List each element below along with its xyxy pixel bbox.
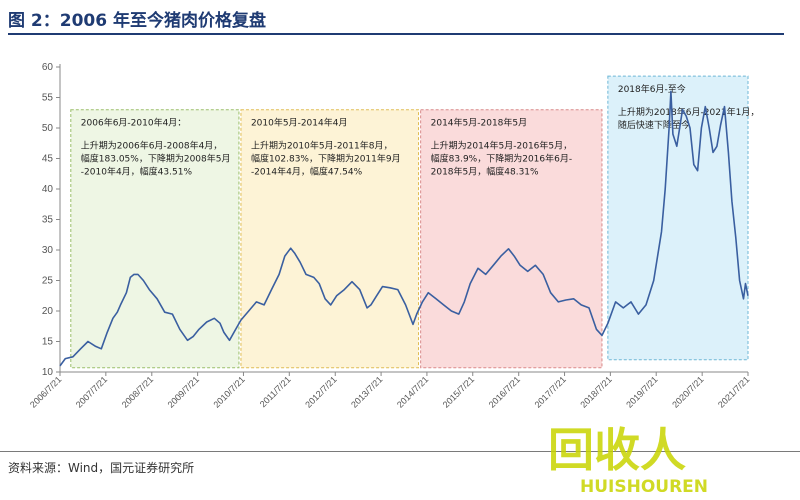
- annotation-box-4: [607, 75, 749, 361]
- price-series-line: [59, 90, 749, 367]
- x-tick-label: 2017/7/21: [533, 374, 568, 409]
- x-tick-label: 2006/7/21: [28, 374, 63, 409]
- annotation-1-line-4: 幅度183.05%，下降期为2008年5月: [81, 153, 231, 165]
- y-tick-label: 15: [42, 337, 54, 348]
- x-tick-label: 2012/7/21: [303, 374, 338, 409]
- annotation-3-line-1: 2014年5月-2018年5月: [431, 117, 528, 129]
- annotation-box-3: [420, 109, 603, 369]
- pork-price-line-chart: 2006年6月-2010年4月： 上升期为2006年6月-2008年4月，幅度18…: [28, 62, 760, 410]
- y-tick-label: 60: [42, 62, 54, 73]
- y-tick-label: 20: [42, 306, 54, 317]
- annotation-2-line-5: -2014年4月，幅度47.54%: [251, 166, 363, 178]
- x-tick-label: 2013/7/21: [349, 374, 384, 409]
- annotation-3-line-5: 2018年5月，幅度48.31%: [431, 166, 539, 178]
- x-tick-label: 2007/7/21: [74, 374, 109, 409]
- x-tick-label: 2020/7/21: [670, 374, 705, 409]
- annotation-4-line-3: 上升期为2018年6月-2021年1月，: [618, 106, 760, 118]
- footer-divider: [0, 451, 800, 452]
- x-tick-label: 2015/7/21: [441, 374, 476, 409]
- x-tick-label: 2014/7/21: [395, 374, 430, 409]
- title-divider: [8, 33, 784, 35]
- annotation-3-line-4: 幅度83.9%，下降期为2016年6月-: [431, 153, 572, 165]
- x-tick-label: 2018/7/21: [578, 374, 613, 409]
- annotation-2-line-4: 幅度102.83%，下降期为2011年9月: [251, 153, 401, 165]
- x-tick-label: 2019/7/21: [624, 374, 659, 409]
- x-tick-label: 2011/7/21: [258, 374, 293, 409]
- y-tick-label: 40: [42, 184, 54, 195]
- y-tick-label: 30: [42, 245, 54, 256]
- annotation-1-line-5: -2010年4月，幅度43.51%: [81, 166, 193, 178]
- x-tick-label: 2021/7/21: [716, 374, 751, 409]
- watermark-latin: HUISHOUREN: [580, 477, 708, 497]
- y-tick-label: 45: [42, 154, 54, 165]
- y-tick-label: 25: [42, 276, 54, 287]
- annotation-2-line-1: 2010年5月-2014年4月: [251, 117, 348, 129]
- annotation-4-line-1: 2018年6月-至今: [618, 83, 686, 95]
- series-layer: [59, 90, 749, 367]
- annotation-box-1: [70, 109, 240, 369]
- x-tick-label: 2016/7/21: [487, 374, 522, 409]
- source-note: 资料来源：Wind，国元证券研究所: [8, 461, 195, 475]
- y-tick-label: 55: [42, 93, 54, 104]
- y-tick-label: 50: [42, 123, 54, 134]
- x-tick-label: 2010/7/21: [211, 374, 246, 409]
- annotation-1-line-1: 2006年6月-2010年4月：: [81, 117, 187, 129]
- page-title: 图 2：2006 年至今猪肉价格复盘: [8, 11, 266, 31]
- annotation-2-line-3: 上升期为2010年5月-2011年8月，: [251, 140, 393, 152]
- x-tick-label: 2009/7/21: [166, 374, 201, 409]
- annotation-1-line-3: 上升期为2006年6月-2008年4月，: [81, 140, 223, 152]
- watermark-logo: 回收人 HUISHOUREN: [548, 423, 708, 497]
- annotation-3-line-3: 上升期为2014年5月-2016年5月，: [431, 140, 573, 152]
- watermark-text: 回收人: [548, 423, 686, 477]
- annotation-box-2: [240, 109, 420, 369]
- y-tick-label: 10: [42, 367, 54, 378]
- annotation-boxes: 2006年6月-2010年4月： 上升期为2006年6月-2008年4月，幅度18…: [70, 75, 760, 369]
- y-tick-label: 35: [42, 215, 54, 226]
- x-tick-label: 2008/7/21: [120, 374, 155, 409]
